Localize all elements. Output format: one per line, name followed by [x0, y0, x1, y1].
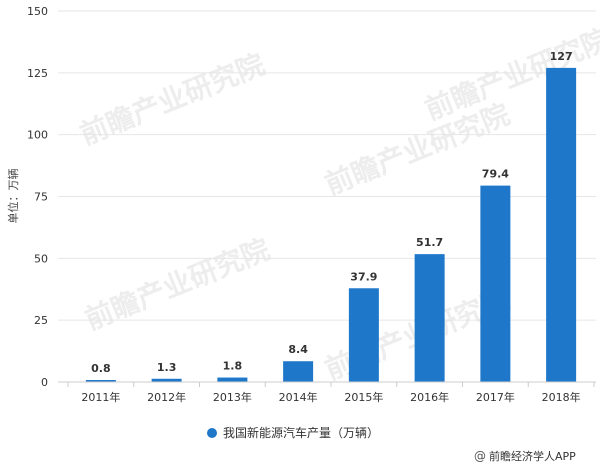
data-labels-layer: 0.8 1.3 1.8 8.4 37.9 51.7 79.4 127 — [91, 50, 572, 375]
y-tick-label: 150 — [27, 5, 48, 18]
bar[interactable] — [85, 380, 116, 382]
y-axis-ticks: 0 25 50 75 100 125 150 — [27, 5, 48, 389]
bar[interactable] — [546, 67, 577, 383]
at-sign-icon: @ — [474, 449, 486, 463]
y-tick-label: 25 — [34, 314, 48, 327]
x-tick-label: 2018年 — [542, 390, 581, 404]
legend[interactable]: 我国新能源汽车产量（万辆） — [207, 425, 379, 440]
data-label: 1.8 — [223, 360, 243, 373]
y-tick-label: 100 — [27, 129, 48, 142]
x-tick-label: 2012年 — [147, 390, 186, 404]
x-tick-label: 2013年 — [213, 390, 252, 404]
data-label: 0.8 — [91, 362, 111, 375]
watermark-text: 前瞻产业研究院 — [75, 47, 269, 151]
watermark-text: 前瞻产业研究院 — [80, 232, 274, 336]
data-label: 51.7 — [416, 236, 443, 249]
data-label: 37.9 — [350, 270, 377, 283]
data-label: 8.4 — [288, 343, 308, 356]
credit-text: 前瞻经济学人APP — [489, 449, 576, 463]
y-tick-label: 0 — [41, 376, 48, 389]
bar[interactable] — [217, 377, 248, 382]
y-axis-title: 单位：万辆 — [6, 169, 20, 224]
y-tick-label: 50 — [34, 252, 48, 265]
data-label: 79.4 — [482, 168, 509, 181]
source-credit: @ 前瞻经济学人APP — [474, 449, 576, 463]
bar[interactable] — [480, 185, 511, 382]
y-tick-label: 125 — [27, 67, 48, 80]
bar[interactable] — [151, 378, 182, 382]
x-axis-ticks: 2011年 2012年 2013年 2014年 2015年 2016年 2017年 2018年 — [67, 382, 595, 404]
bar[interactable] — [348, 288, 379, 382]
data-label: 127 — [550, 50, 573, 63]
x-tick-label: 2014年 — [279, 390, 318, 404]
x-tick-label: 2017年 — [476, 390, 515, 404]
data-label: 1.3 — [157, 361, 177, 374]
legend-marker — [207, 428, 217, 438]
watermark-layer: 前瞻产业研究院前瞻产业研究院前瞻产业研究院前瞻产业研究院前瞻产业研究院 — [75, 22, 600, 386]
legend-label: 我国新能源汽车产量（万辆） — [223, 425, 379, 440]
bar[interactable] — [283, 361, 314, 382]
bars-layer — [85, 67, 577, 383]
y-tick-label: 75 — [34, 191, 48, 204]
x-tick-label: 2011年 — [81, 390, 120, 404]
bar[interactable] — [414, 254, 445, 382]
x-tick-label: 2015年 — [344, 390, 383, 404]
x-tick-label: 2016年 — [410, 390, 449, 404]
